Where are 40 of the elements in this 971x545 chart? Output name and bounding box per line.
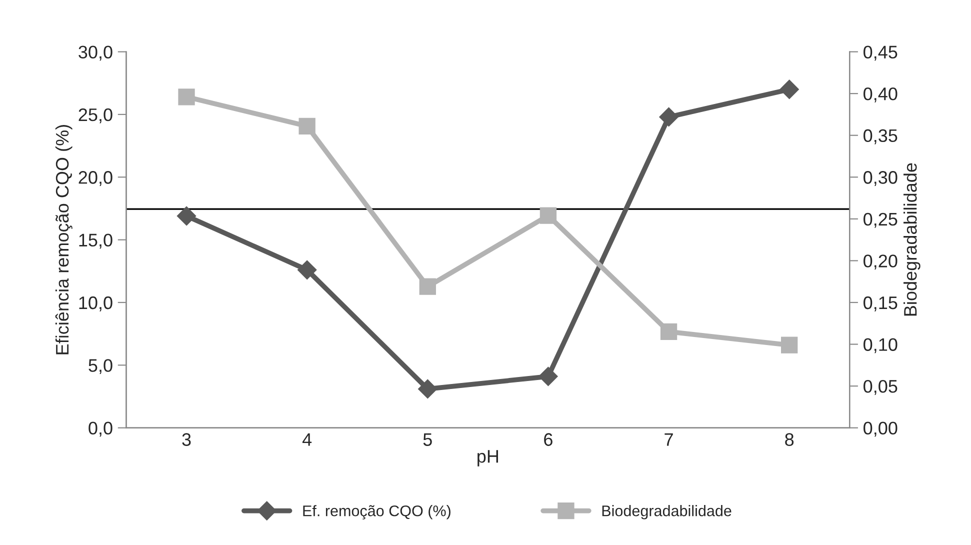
y2-tick-label: 0,40 [864, 87, 898, 102]
y2-tick-label: 0,25 [864, 212, 898, 228]
y2-tick-label: 0,10 [864, 338, 898, 354]
y2-tick-label: 0,35 [864, 129, 898, 144]
point [538, 366, 558, 386]
point [659, 107, 678, 126]
point [418, 379, 438, 398]
y-tick-label: 15,0 [79, 234, 112, 249]
x-axis-title: pH [478, 450, 498, 466]
point [660, 323, 678, 340]
x-tick-label: 8 [785, 433, 794, 446]
x-tick-label: 5 [423, 433, 432, 446]
point [298, 118, 316, 134]
point [178, 88, 195, 106]
y2-axis-title: Biodegradabilidade [904, 163, 920, 316]
y-axis-title: Eficiência remoção CQO (%) [55, 125, 72, 354]
point [176, 206, 196, 226]
y-tick-label: 0,0 [88, 422, 112, 437]
x-tick-label: 7 [664, 433, 673, 446]
y2-tick-label: 0,45 [864, 46, 898, 61]
point [298, 260, 317, 280]
point [419, 278, 436, 295]
point [780, 80, 799, 99]
y-tick-label: 30,0 [78, 46, 112, 61]
legend-label: Biodegradabilidade [602, 505, 732, 520]
y2-tick-label: 0,05 [864, 380, 898, 395]
y2-tick-label: 0,00 [864, 422, 898, 437]
y-tick-label: 10,0 [79, 296, 112, 312]
x-tick-label: 6 [544, 433, 552, 446]
y-tick-label: 25,0 [78, 108, 112, 124]
x-tick-label: 4 [302, 433, 312, 446]
point [781, 336, 798, 354]
y2-tick-label: 0,15 [864, 296, 898, 312]
y-tick-label: 5,0 [88, 359, 112, 374]
point [540, 207, 557, 224]
y2-tick-label: 0,20 [864, 254, 898, 270]
y-tick-label: 20,0 [78, 171, 112, 186]
legend-label: Ef. remoção CQO (%) [303, 505, 450, 520]
x-tick-label: 3 [182, 433, 191, 446]
y2-tick-label: 0,30 [864, 171, 898, 186]
